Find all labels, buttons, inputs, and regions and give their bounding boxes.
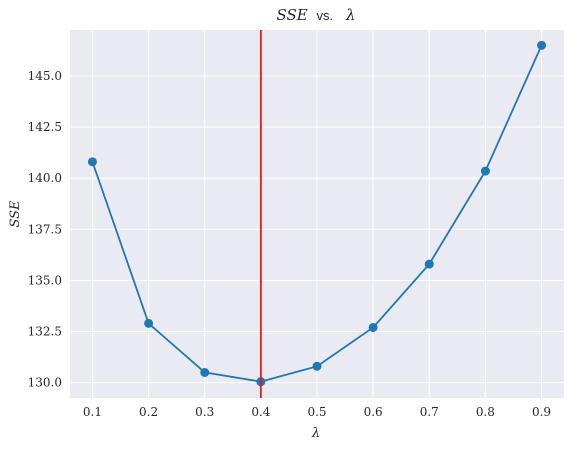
x-tick-label: 0.6 — [364, 405, 383, 419]
y-tick-label: 135.0 — [28, 273, 62, 287]
x-tick-label: 0.3 — [195, 405, 214, 419]
y-tick-labels: 130.0 132.5 135.0 137.5 140.0 142.5 145.0 — [28, 69, 62, 390]
data-points — [87, 40, 547, 387]
data-point — [368, 322, 378, 332]
y-tick-label: 137.5 — [28, 222, 62, 236]
y-tick-label: 130.0 — [28, 376, 62, 390]
data-point — [200, 367, 210, 377]
x-axis-label: λ — [311, 426, 320, 441]
x-tick-label: 0.1 — [83, 405, 102, 419]
title-rhs: λ — [345, 6, 356, 24]
data-point — [312, 361, 322, 371]
title-mid: vs. — [317, 8, 334, 23]
grid — [70, 30, 564, 398]
x-tick-label: 0.2 — [139, 405, 158, 419]
y-axis-label: SSE — [8, 200, 23, 228]
x-tick-labels: 0.1 0.2 0.3 0.4 0.5 0.6 0.7 0.8 0.9 — [83, 405, 551, 419]
title-lhs: SSE — [277, 6, 308, 24]
chart-title: SSE vs. λ — [277, 6, 356, 24]
x-tick-label: 0.4 — [251, 405, 270, 419]
data-point — [424, 259, 434, 269]
x-tick-label: 0.5 — [307, 405, 326, 419]
data-point — [144, 318, 154, 328]
x-tick-label: 0.8 — [476, 405, 495, 419]
y-tick-label: 145.0 — [28, 69, 62, 83]
data-point — [537, 40, 547, 50]
x-tick-label: 0.7 — [420, 405, 439, 419]
data-point — [480, 166, 490, 176]
y-tick-label: 132.5 — [28, 325, 62, 339]
data-point — [87, 157, 97, 167]
x-tick-label: 0.9 — [532, 405, 551, 419]
y-tick-label: 142.5 — [28, 120, 62, 134]
y-tick-label: 140.0 — [28, 171, 62, 185]
